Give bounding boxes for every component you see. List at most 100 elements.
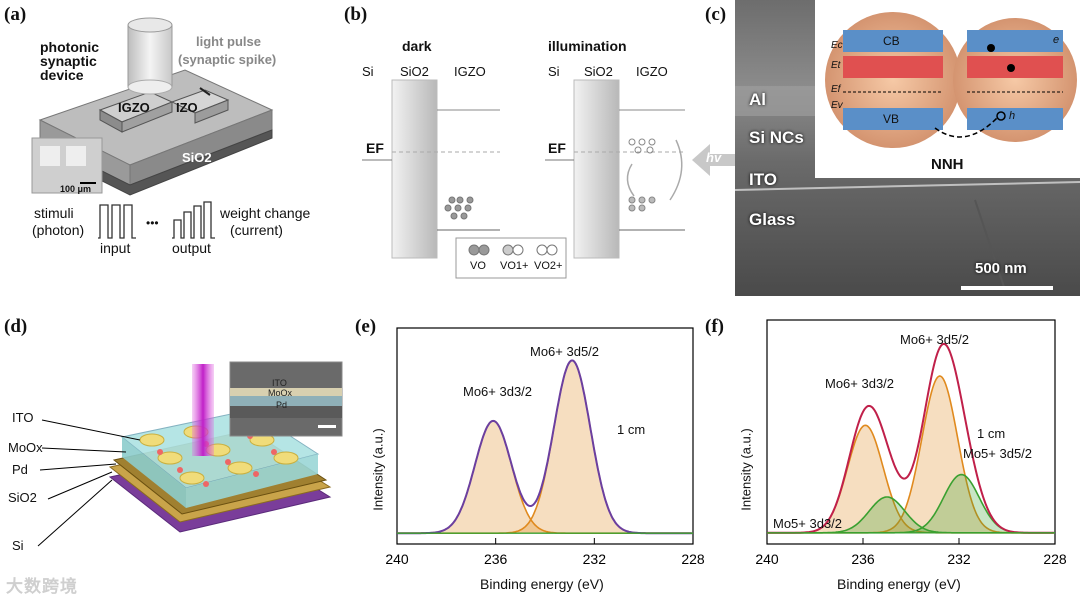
xps-chart-f: 240 236 232 228: [755, 319, 1067, 567]
output-label: output: [172, 240, 211, 256]
spike-arrow: [199, 87, 211, 96]
light-pulse-label: light pulse: [196, 34, 261, 49]
output-pulses: [172, 201, 215, 239]
scale-bar-label: 100 μm: [60, 184, 92, 194]
hv-label: hv: [706, 150, 722, 165]
light-pulse-cylinder: [127, 24, 173, 88]
current-label: (current): [230, 222, 283, 238]
input-pulses: [98, 204, 136, 239]
sem-layer-glass: Glass: [749, 210, 796, 229]
inset-label-ito: ITO: [272, 378, 287, 388]
weight-change-label: weight change: [220, 205, 311, 221]
legend-vo2: VO2+: [534, 260, 563, 272]
level-ef: Ef: [831, 84, 841, 95]
scale-label: 1 cm: [617, 422, 646, 437]
vb-label: VB: [883, 112, 900, 126]
x-tick-label: 228: [681, 551, 705, 567]
illum-ef-label: EF: [548, 140, 566, 156]
peak-fill-3: [767, 474, 1054, 533]
envelope-line: [767, 343, 1054, 534]
x-axis-label: Binding energy (eV): [837, 576, 961, 592]
panel-label: (a): [4, 4, 27, 25]
dark-title: dark: [402, 38, 432, 54]
level-ec: Ec: [831, 40, 843, 51]
light-beam: [192, 364, 214, 456]
igzo-label: IGZO: [118, 100, 150, 115]
excitation-arrow: [669, 139, 683, 201]
peak-fill-1: [767, 376, 1054, 533]
peak-fill-2: [767, 497, 1054, 533]
synaptic-spike-label: (synaptic spike): [178, 52, 277, 67]
dark-oxide-barrier: [391, 79, 438, 259]
peak-label-mo5-32: Mo5+ 3d3/2: [773, 516, 843, 531]
y-axis-label: Intensity (a.u.): [370, 428, 386, 511]
panel-c: (c): [705, 0, 1080, 300]
x-tick-label: 232: [947, 551, 971, 567]
xps-chart-e: 240 236 232 228: [385, 327, 705, 567]
x-tick-label: 240: [755, 551, 779, 567]
inset-label-moox: MoOx: [268, 388, 293, 398]
panel-label: (f): [705, 316, 724, 337]
level-ev: Ev: [831, 100, 843, 111]
sio2-label: SiO2: [182, 150, 212, 165]
x-tick-label: 240: [385, 551, 409, 567]
panel-a: (a) photon: [0, 0, 340, 290]
x-axis-label: Binding energy (eV): [480, 576, 604, 592]
dark-layer-sio2: SiO2: [400, 64, 429, 79]
panel-e: (e) 240 236 232 228 Mo6+ 3d5/2 Mo6+ 3d3/2 1…: [355, 312, 715, 602]
peak-fill-1: [397, 360, 692, 534]
plot-frame: [396, 327, 694, 545]
dark-layer-igzo: IGZO: [454, 64, 486, 79]
illum-layer-si: Si: [548, 64, 560, 79]
legend-vo1: VO1+: [500, 260, 529, 272]
panel-label: (b): [344, 4, 368, 25]
band-diagram: [362, 79, 735, 279]
izo-label: IZO: [176, 100, 198, 115]
sem-layer-al: Al: [749, 90, 766, 109]
panel-d: (d): [0, 312, 355, 602]
photon-label: (photon): [32, 222, 85, 238]
ellipsis: •••: [146, 216, 159, 230]
x-tick-label: 236: [851, 551, 875, 567]
layer-label-ito: ITO: [12, 410, 34, 425]
plot-frame: [766, 319, 1056, 545]
legend-vo: VO: [470, 260, 486, 272]
peak-label-low: Mo6+ 3d3/2: [825, 376, 895, 391]
layer-label-si: Si: [12, 538, 24, 553]
dark-vacancies: [444, 196, 474, 220]
hv-arrow: [692, 144, 735, 176]
layer-label-moox: MoOx: [8, 440, 43, 455]
scale-bar-label: 500 nm: [975, 260, 1027, 277]
si-label: Si: [185, 180, 197, 194]
dark-layer-si: Si: [362, 64, 374, 79]
nnh-label: NNH: [931, 156, 964, 173]
peak-label-high: Mo6+ 3d5/2: [530, 344, 600, 359]
panel-label: (d): [4, 316, 28, 337]
cb-label: CB: [883, 34, 900, 48]
device-title: photonic synaptic device: [40, 39, 100, 83]
stimuli-label: stimuli: [34, 205, 74, 221]
y-axis-label: Intensity (a.u.): [738, 428, 754, 511]
watermark: 大数跨境: [6, 577, 78, 596]
device-illustration: [31, 17, 274, 239]
layer-label-sio2: SiO2: [8, 490, 37, 505]
panel-label: (e): [355, 316, 377, 337]
illum-layer-sio2: SiO2: [584, 64, 613, 79]
panel-label: (c): [705, 4, 727, 25]
device-stack-illustration: [37, 361, 343, 547]
carrier-e: e: [1053, 34, 1060, 46]
peak-label-high: Mo6+ 3d5/2: [900, 332, 970, 347]
sem-layer-si-ncs: Si NCs: [749, 128, 804, 147]
inset-label-pd: Pd: [276, 400, 288, 410]
x-tick-label: 228: [1043, 551, 1067, 567]
illum-layer-igzo: IGZO: [636, 64, 668, 79]
panel-b: (b) dark illumination Si SiO2 IGZO Si Si…: [340, 0, 735, 290]
illum-oxide-barrier: [573, 79, 620, 259]
peak-fill-0: [767, 425, 1054, 533]
layer-label-pd: Pd: [12, 462, 28, 477]
x-tick-label: 236: [484, 551, 508, 567]
band-stripes-left: [843, 30, 943, 130]
x-tick-label: 232: [583, 551, 607, 567]
carrier-h: h: [1009, 110, 1016, 122]
illum-ionized: [628, 138, 656, 154]
